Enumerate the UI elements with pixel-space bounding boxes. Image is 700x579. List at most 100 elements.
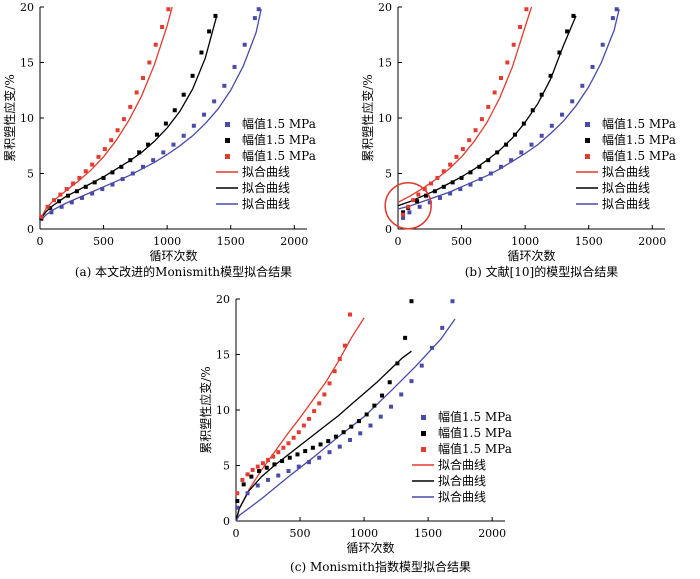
fit-curve-blue [39, 9, 262, 222]
data-point-black [477, 164, 482, 169]
legend-label: 拟合曲线 [602, 180, 650, 195]
data-point-blue [110, 182, 115, 187]
data-point-black [571, 13, 576, 18]
legend-marker-black [225, 138, 230, 143]
data-point-red [286, 441, 291, 446]
data-point-red [296, 430, 301, 435]
x-tick-label: 2000 [638, 235, 666, 248]
data-point-black [395, 361, 400, 366]
data-point-red [467, 138, 472, 143]
data-point-blue [590, 64, 595, 69]
legend-label: 幅值1.5 MPa [438, 409, 512, 424]
data-point-black [409, 299, 414, 304]
data-point-red [327, 381, 332, 386]
data-point-black [146, 142, 151, 147]
y-axis-title: 累积塑性应变/% [198, 366, 213, 453]
chart-caption: (b) 文献[10]的模型拟合结果 [465, 264, 619, 279]
data-point-blue [427, 200, 432, 205]
data-point-red [51, 198, 56, 203]
data-point-blue [79, 195, 84, 200]
data-point-red [90, 162, 95, 167]
data-point-black [190, 73, 195, 78]
x-tick-label: 1000 [350, 527, 378, 540]
x-tick-label: 0 [37, 235, 44, 248]
data-point-red [64, 187, 69, 192]
x-tick-label: 1000 [153, 235, 181, 248]
data-point-black [486, 158, 491, 163]
data-point-black [264, 465, 269, 470]
data-point-black [468, 170, 473, 175]
data-point-blue [276, 473, 281, 478]
data-point-black [432, 189, 437, 194]
chart-caption: (c) Monismith指数模型拟合结果 [290, 559, 471, 574]
data-point-red [524, 7, 529, 12]
legend-marker-red [421, 447, 426, 452]
legend-label: 幅值1.5 MPa [242, 148, 316, 163]
data-point-blue [448, 191, 453, 196]
y-tick-label: 15 [216, 349, 230, 362]
data-point-red [486, 104, 491, 109]
legend-marker-blue [225, 122, 230, 127]
data-point-red [429, 181, 434, 186]
data-point-black [364, 412, 369, 417]
y-tick-label: 20 [216, 293, 230, 306]
data-point-red [498, 76, 503, 81]
data-point-black [530, 108, 535, 113]
data-point-black [387, 380, 392, 385]
data-point-red [71, 181, 76, 186]
x-tick-label: 500 [451, 235, 472, 248]
data-point-red [307, 416, 312, 421]
data-point-red [505, 60, 510, 65]
data-point-blue [401, 215, 406, 220]
data-point-red [77, 175, 82, 180]
data-point-black [163, 121, 168, 126]
chart-panel-a: 0 500 1000 1500 2000 0 5 10 15 20 循环次数 累积塑性应变/% (a) … [2, 1, 316, 279]
data-point-blue [252, 16, 257, 21]
fit-curve-red [39, 6, 173, 221]
data-point-black [74, 189, 79, 194]
legend-marker-red [225, 154, 230, 159]
data-point-black [318, 442, 323, 447]
data-point-red [266, 457, 271, 462]
y-tick-label: 0 [223, 515, 230, 528]
data-point-black [213, 13, 218, 18]
legend-label: 拟合曲线 [602, 164, 650, 179]
data-point-blue [49, 210, 54, 215]
data-point-red [511, 42, 516, 47]
data-point-red [245, 472, 250, 477]
data-point-black [356, 419, 361, 424]
x-tick-label: 500 [93, 235, 114, 248]
data-point-blue [151, 158, 156, 163]
data-point-red [435, 175, 440, 180]
data-point-black [128, 158, 133, 163]
data-point-red [301, 423, 306, 428]
data-point-black [403, 335, 408, 340]
y-tick-label: 0 [385, 223, 392, 236]
data-point-blue [600, 42, 605, 47]
data-point-blue [570, 99, 575, 104]
data-point-red [460, 147, 465, 152]
data-point-black [303, 449, 308, 454]
data-point-black [539, 92, 544, 97]
data-point-red [348, 312, 353, 317]
data-point-red [416, 192, 421, 197]
fit-curve-red [235, 317, 365, 522]
data-point-blue [388, 404, 393, 409]
x-tick-label: 2000 [280, 235, 308, 248]
data-point-black [235, 499, 240, 504]
fit-curve-black [235, 350, 412, 522]
data-point-black [92, 180, 97, 185]
data-point-blue [560, 112, 565, 117]
data-point-red [235, 491, 240, 496]
x-tick-label: 2000 [478, 527, 506, 540]
data-point-blue [202, 112, 207, 117]
data-point-black [199, 50, 204, 55]
data-point-blue [222, 83, 227, 88]
legend-marker-blue [585, 122, 590, 127]
data-point-blue [614, 7, 619, 12]
data-point-black [249, 474, 254, 479]
y-tick-label: 20 [378, 1, 392, 14]
data-point-black [349, 424, 354, 429]
data-point-black [548, 73, 553, 78]
